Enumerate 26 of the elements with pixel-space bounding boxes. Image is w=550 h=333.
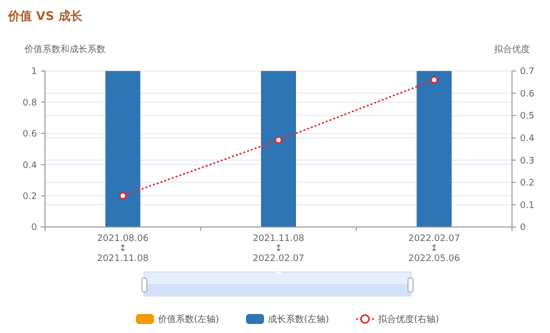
y2-tick-label: 0.6	[520, 89, 535, 100]
y-tick-label: 0.2	[22, 192, 37, 202]
legend-label: 成长系数(左轴)	[268, 314, 330, 326]
y2-tick-label: 0.5	[520, 112, 534, 122]
point	[274, 136, 282, 144]
y-tick-label: 0.8	[22, 98, 38, 108]
y2-tick-label: 0.7	[520, 67, 534, 78]
point	[119, 192, 127, 200]
x-tick-label: 2021.08.06 ↕ 2021.11.08	[97, 234, 149, 264]
y2-tick-label: 0	[520, 223, 526, 234]
y-tick-label: 0.4	[22, 160, 38, 171]
y-tick-label: 0.6	[22, 130, 38, 140]
y-axis-title: 价值系数和成长系数	[24, 44, 106, 55]
y-tick-label: 0	[31, 223, 38, 234]
x-tick-label: 2021.11.08 ↕ 2022.02.07	[252, 234, 305, 264]
y2-axis-title: 拟合优度	[494, 44, 530, 55]
y2-tick-label: 0.1	[520, 200, 534, 211]
y2-tick-label: 0.2	[520, 178, 534, 189]
chart-title: 价值 VS 成长	[7, 9, 84, 23]
y2-tick-label: 0.4	[520, 134, 535, 144]
x-tick-label: 2022.02.07 ↕ 2022.05.06	[408, 234, 460, 264]
legend-label: 拟合优度(右轴)	[378, 314, 440, 326]
y2-tick-label: 0.3	[520, 156, 534, 166]
y-tick-label: 1	[31, 67, 37, 78]
point	[430, 76, 438, 84]
legend-label: 价值系数(左轴)	[157, 314, 220, 326]
